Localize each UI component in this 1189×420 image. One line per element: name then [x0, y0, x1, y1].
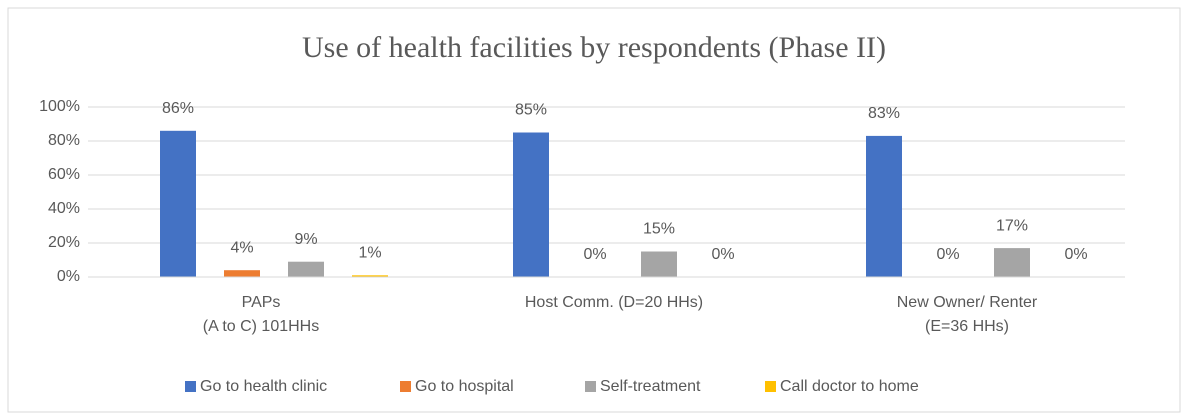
- y-tick-label: 0%: [57, 268, 80, 285]
- chart-border: [7, 7, 1181, 413]
- data-label: 0%: [936, 246, 959, 263]
- data-label: 1%: [358, 245, 381, 262]
- bar: [352, 275, 388, 277]
- legend-swatch: [400, 381, 411, 392]
- bar: [160, 130, 196, 277]
- bar: [994, 248, 1030, 277]
- data-label: 9%: [294, 231, 317, 248]
- bar: [866, 135, 902, 277]
- legend-label: Go to hospital: [415, 378, 514, 395]
- legend-label: Self-treatment: [600, 378, 701, 395]
- data-label: 0%: [583, 246, 606, 263]
- chart-title: Use of health facilities by respondents …: [302, 31, 886, 64]
- y-tick-label: 60%: [48, 166, 80, 183]
- bar: [641, 251, 677, 277]
- data-label: 0%: [711, 246, 734, 263]
- y-tick-label: 80%: [48, 132, 80, 149]
- data-label: 4%: [230, 239, 253, 256]
- y-tick-label: 40%: [48, 200, 80, 217]
- legend-label: Call doctor to home: [780, 378, 919, 395]
- x-tick-label: PAPs (A to C) 101HHs: [203, 294, 319, 335]
- y-tick-label: 100%: [39, 98, 80, 115]
- data-label: 86%: [162, 100, 194, 117]
- data-label: 0%: [1064, 246, 1087, 263]
- data-label: 85%: [515, 102, 547, 119]
- legend-swatch: [765, 381, 776, 392]
- x-tick-label: Host Comm. (D=20 HHs): [525, 294, 703, 311]
- legend-swatch: [185, 381, 196, 392]
- x-tick-label: New Owner/ Renter (E=36 HHs): [897, 294, 1038, 335]
- data-label: 15%: [643, 221, 675, 238]
- legend-label: Go to health clinic: [200, 378, 327, 395]
- bar: [513, 132, 549, 277]
- legend-swatch: [585, 381, 596, 392]
- bar: [224, 270, 260, 277]
- bar: [288, 261, 324, 277]
- data-label: 17%: [996, 217, 1028, 234]
- y-tick-label: 20%: [48, 234, 80, 251]
- data-label: 83%: [868, 105, 900, 122]
